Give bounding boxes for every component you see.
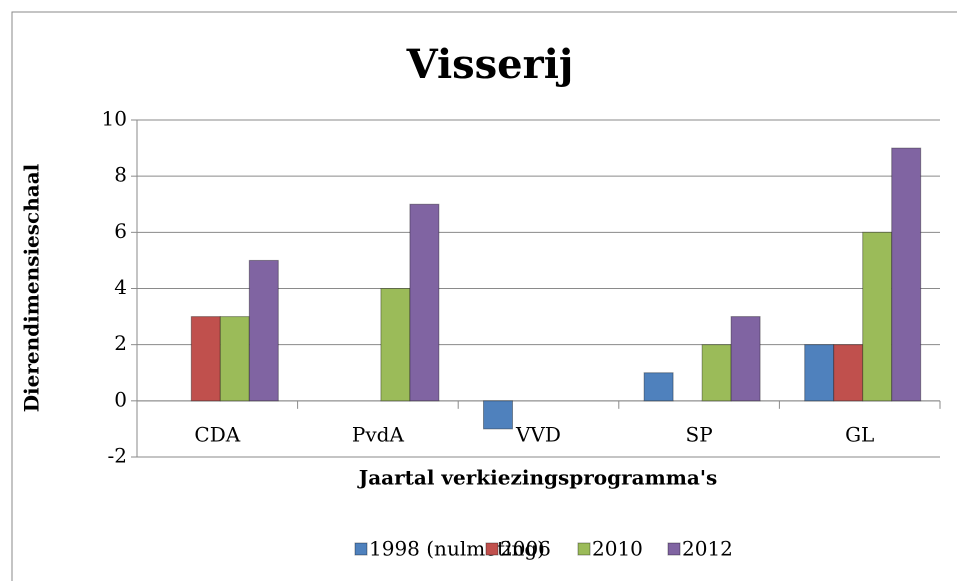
bar (248, 259, 279, 402)
y-tick-label: 10 (102, 107, 127, 131)
bar (891, 147, 922, 402)
bar (380, 288, 411, 402)
y-axis-label: Dierendimensieschaal (20, 163, 44, 412)
bar (804, 344, 835, 402)
x-tick-label: CDA (194, 423, 240, 447)
bar (643, 372, 674, 402)
legend-label: 2012 (682, 537, 733, 561)
y-tick-label: -2 (108, 444, 127, 468)
bar (833, 344, 864, 402)
bar (483, 400, 513, 430)
x-tick-label: PvdA (352, 423, 405, 447)
y-tick-label: 6 (114, 219, 127, 243)
bar (190, 316, 221, 402)
y-tick-label: 8 (114, 163, 127, 187)
legend-swatch (667, 542, 681, 556)
x-tick-label: SP (686, 423, 713, 447)
legend-label: 2006 (500, 537, 551, 561)
x-axis-label: Jaartal verkiezingsprogramma's (357, 466, 718, 490)
x-tick-label: GL (845, 423, 874, 447)
bar (701, 344, 732, 402)
chart-frame (11, 11, 957, 581)
legend-swatch (354, 542, 368, 556)
legend-swatch (577, 542, 591, 556)
chart-title: Visserij (406, 41, 574, 88)
y-tick-label: 4 (114, 275, 127, 299)
bar (219, 316, 250, 402)
bar (862, 231, 893, 402)
x-tick-label: VVD (515, 423, 561, 447)
y-tick-label: 0 (114, 387, 127, 411)
legend-swatch (485, 542, 499, 556)
y-tick-label: 2 (114, 331, 127, 355)
bar (730, 316, 761, 402)
legend-label: 2010 (592, 537, 643, 561)
bar (409, 203, 440, 402)
legend-label: 1998 (nulmeting) (369, 537, 545, 561)
